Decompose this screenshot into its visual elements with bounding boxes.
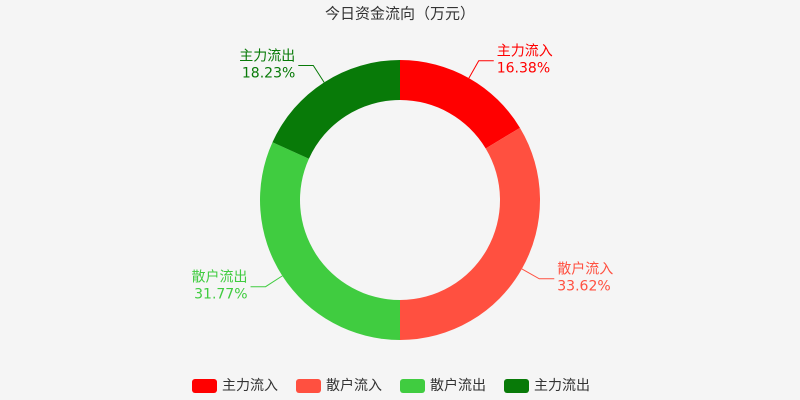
slice-label: 主力流出 xyxy=(239,49,295,65)
slice xyxy=(400,60,520,149)
value-label: 18.23% xyxy=(242,66,295,82)
slice-label: 散户流出 xyxy=(192,269,248,286)
legend-swatch xyxy=(504,379,529,393)
legend-swatch xyxy=(400,379,425,393)
leader-line xyxy=(298,65,325,83)
legend-label: 散户流出 xyxy=(430,377,486,394)
slice xyxy=(259,142,400,340)
leader-line xyxy=(521,268,555,280)
legend-label: 主力流出 xyxy=(534,378,590,394)
slice xyxy=(400,127,540,340)
legend-swatch xyxy=(192,379,217,393)
legend-label: 主力流入 xyxy=(222,378,278,394)
value-label: 16.38% xyxy=(497,61,550,77)
value-label: 33.62% xyxy=(557,279,610,295)
slice xyxy=(272,60,400,159)
chart-title: 今日资金流向（万元） xyxy=(325,5,475,23)
leader-line xyxy=(468,60,494,79)
legend-label: 散户流入 xyxy=(326,377,382,394)
legend-swatch xyxy=(296,379,321,393)
slice-label: 散户流入 xyxy=(557,261,613,278)
value-label: 31.77% xyxy=(194,287,247,303)
leader-line xyxy=(250,275,283,288)
slice-label: 主力流入 xyxy=(497,44,553,60)
